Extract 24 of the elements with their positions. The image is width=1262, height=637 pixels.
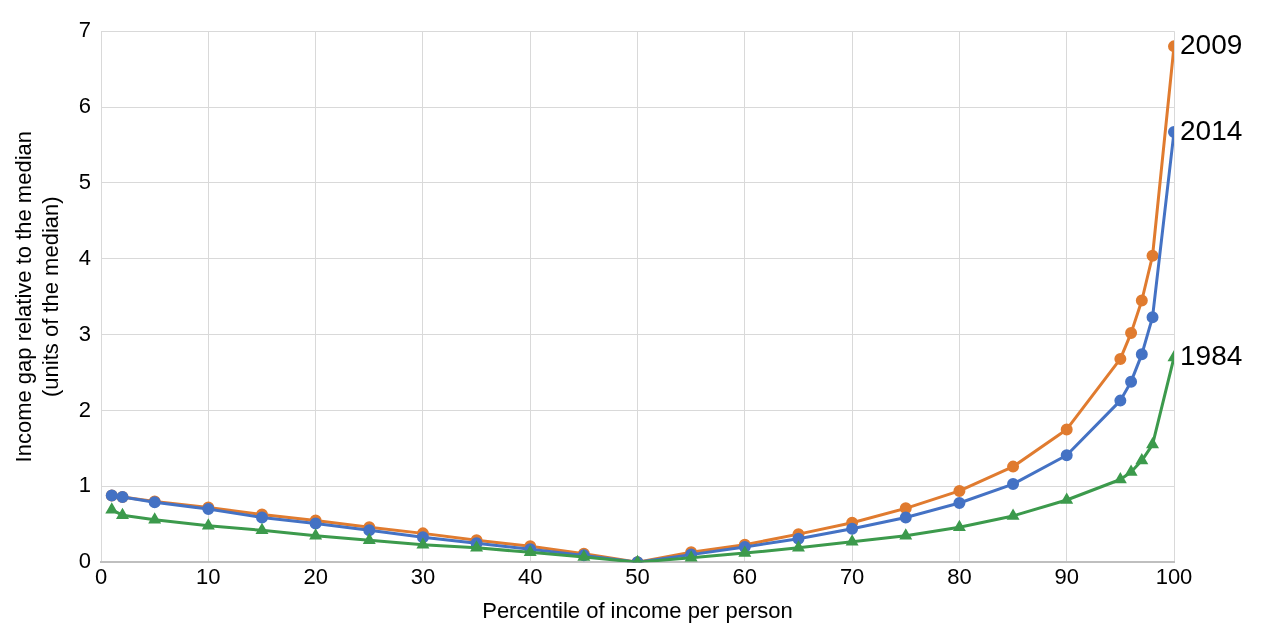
y-tick-label: 7 [78,17,92,43]
y-tick-label: 3 [78,320,92,346]
x-tick-label: 40 [517,564,543,590]
x-tick-label: 60 [732,564,758,590]
series-label: 2014 [1180,114,1243,146]
x-tick-label: 90 [1054,564,1079,590]
x-tick-label: 20 [303,564,328,590]
y-tick-label: 2 [78,396,92,422]
x-tick-label: 30 [410,564,436,590]
x-tick-label: 0 [94,564,108,590]
y-axis-title: Income gap relative to the median (units of the median) [11,130,63,463]
y-tick-label: 4 [78,244,92,270]
x-tick-label: 70 [839,564,865,590]
series-label: 1984 [1180,340,1243,372]
y-tick-label: 6 [78,93,92,119]
x-axis-title: Percentile of income per person [482,597,793,623]
y-tick-label: 1 [78,472,92,498]
x-tick-label: 50 [625,564,650,590]
y-tick-label: 5 [78,168,92,194]
y-tick-label: 0 [78,548,92,574]
series-label: 2009 [1180,29,1243,61]
x-tick-label: 100 [1155,564,1193,590]
x-tick-label: 10 [196,564,221,590]
x-tick-label: 80 [947,564,972,590]
